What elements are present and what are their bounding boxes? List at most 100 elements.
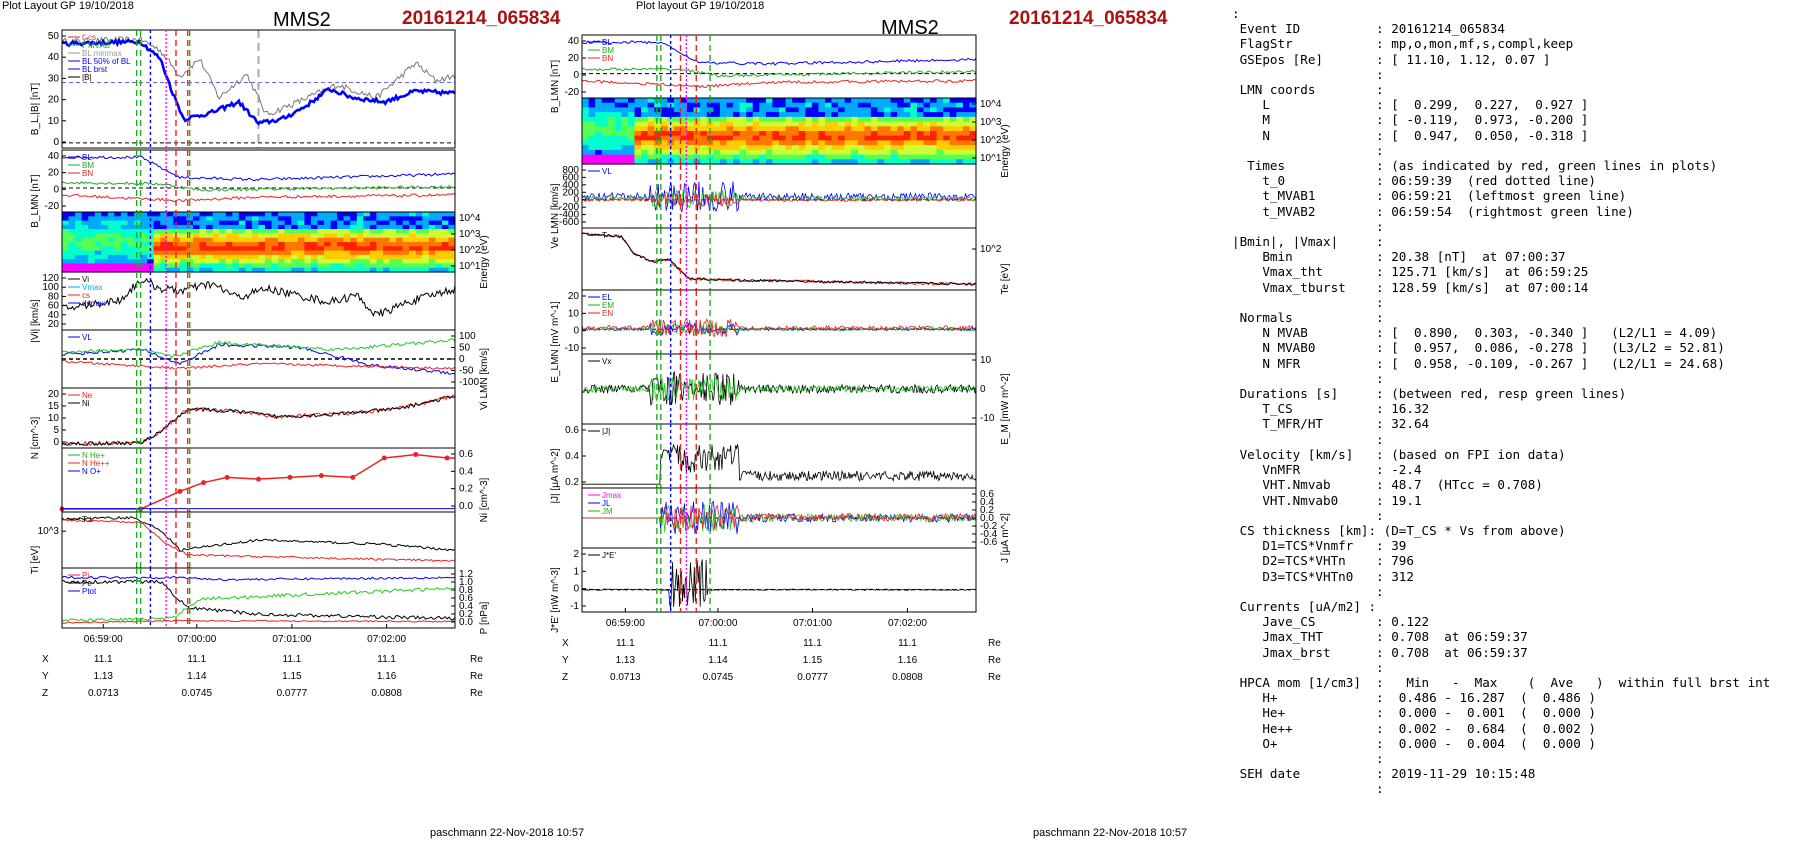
spectrogram-cell	[962, 112, 971, 118]
spectrogram-cell	[647, 107, 655, 113]
spectrogram-cell	[595, 131, 603, 137]
spectrogram-cell	[278, 229, 286, 234]
spectrogram-cell	[166, 237, 174, 243]
spectrogram-cell	[746, 154, 754, 160]
spectrogram-cell	[785, 126, 793, 132]
spectrogram-cell	[428, 224, 436, 230]
spectrogram-cell	[588, 107, 596, 113]
spectrogram-cell	[877, 159, 885, 165]
spectrogram-cell	[700, 126, 708, 132]
spectrogram-cell	[687, 159, 695, 165]
spectrogram-cell	[936, 135, 944, 141]
spectrogram-cell	[700, 121, 708, 127]
spectrogram-cell	[206, 250, 214, 256]
spectrogram-cell	[798, 154, 806, 160]
spectrogram-cell	[733, 145, 741, 151]
spectrogram-cell	[107, 263, 115, 269]
legend-label: Pi	[82, 571, 89, 580]
spectrogram-cell	[687, 112, 695, 118]
spectrogram-cell	[897, 154, 905, 160]
spectrogram-cell	[752, 135, 760, 141]
y-tick-label: 15	[48, 401, 60, 412]
spectrogram-cell	[428, 254, 436, 260]
spectrogram-cell	[673, 131, 682, 137]
spectrogram-cell	[402, 233, 410, 239]
spectrogram-cell	[396, 220, 404, 226]
spectrogram-cell	[890, 159, 898, 165]
spectrogram-cell	[700, 145, 708, 151]
spectrogram-cell	[654, 116, 662, 123]
spectrogram-cell	[297, 267, 305, 273]
spectrogram-cell	[673, 102, 682, 108]
panel-frame	[61, 29, 456, 149]
spectrogram-cell	[693, 135, 701, 141]
spectrogram-cell	[297, 242, 305, 247]
info-line: Event ID : 20161214_065834	[1232, 21, 1505, 37]
spectrogram-cell	[857, 102, 865, 108]
spectrogram-cell	[179, 233, 187, 239]
info-line: N MVAB0 : [ 0.957, 0.086, -0.278 ] (L3/L…	[1232, 340, 1725, 356]
spectrogram-cell	[193, 220, 201, 226]
spectrogram-cell	[271, 237, 279, 243]
spectrogram-cell	[271, 224, 279, 230]
spectrogram-cell	[212, 220, 220, 226]
spectrogram-cell	[68, 216, 76, 222]
spectrogram-cell	[930, 98, 938, 104]
info-line: N MVAB : [ 0.890, 0.303, -0.340 ] (L2/L1…	[1232, 325, 1718, 341]
spectrogram-cell	[693, 154, 701, 160]
spectrogram-cell	[88, 212, 96, 217]
spectrogram-cell	[831, 121, 839, 127]
y-tick-label: 0.0	[980, 513, 994, 524]
spectrogram-cell	[81, 224, 89, 230]
spectrogram-cell	[785, 121, 793, 127]
spectrogram-cell	[114, 242, 122, 247]
spectrogram-cell	[746, 98, 754, 104]
spectrogram-cell	[271, 229, 279, 234]
spectrogram-cell	[890, 131, 898, 137]
spectrogram-cell	[792, 107, 800, 113]
spectrogram-cell	[719, 116, 728, 123]
spectrogram-cell	[120, 237, 128, 243]
spectrogram-cell	[120, 212, 128, 217]
spectrogram-cell	[258, 250, 266, 256]
spectrogram-cell	[382, 212, 390, 217]
spectrogram-cell	[219, 267, 227, 273]
spectrogram-cell	[350, 259, 358, 264]
spectrogram-cell	[719, 102, 728, 108]
panel-4: 10^2Te [eV]T	[581, 227, 1011, 295]
spectrogram-cell	[81, 263, 89, 269]
spectrogram-cell	[772, 140, 780, 146]
spectrogram-cell	[700, 98, 708, 104]
spectrogram-cell	[179, 212, 187, 217]
spectrogram-cell	[779, 145, 787, 151]
spectrogram-cell	[193, 212, 201, 217]
info-line: H+ : 0.486 - 16.287 ( 0.486 )	[1232, 690, 1596, 706]
legend-label: J*E'	[602, 551, 616, 560]
spectrogram-cell	[877, 149, 885, 156]
spectrogram-cell	[376, 216, 384, 222]
spectrogram-cell	[212, 254, 220, 260]
spectrogram-cell	[265, 263, 273, 269]
spectrogram-cell	[582, 107, 590, 113]
info-line: t_MVAB2 : 06:59:54 (rightmost green line…	[1232, 203, 1634, 219]
spectrogram-cell	[614, 112, 622, 118]
spectrogram-cell	[936, 149, 944, 156]
spectrogram-cell	[601, 159, 609, 165]
spectrogram-cell	[792, 116, 800, 123]
spectrogram-cell	[595, 145, 603, 151]
spectrogram-cell	[435, 259, 443, 264]
spectrogram-cell	[271, 263, 279, 269]
spectrogram-cell	[962, 107, 971, 113]
y-axis-label: Vi LMN [km/s]	[479, 348, 490, 410]
spectrogram-cell	[634, 135, 642, 141]
spectrogram-cell	[415, 254, 423, 260]
spectrogram-cell	[956, 98, 964, 104]
spectrogram-cell	[409, 233, 417, 239]
spectrogram-cell	[251, 220, 259, 226]
spectrogram-cell	[838, 131, 846, 137]
spectrogram-cell	[199, 224, 207, 230]
spectrogram-cell	[199, 267, 207, 273]
spectrogram-cell	[448, 220, 456, 226]
spectrogram-cell	[785, 102, 793, 108]
